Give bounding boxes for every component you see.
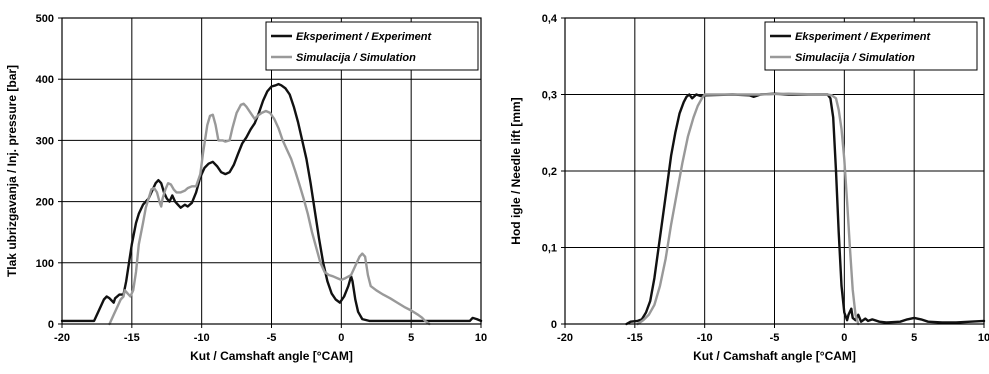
needle-lift-chart: -20 -15 -10 -5 0 5 10 0 0,1 0,2 0,3 0,4 Kut / Camsha… (509, 13, 989, 363)
y-tick-label: 400 (36, 74, 54, 86)
y-axis-title: Tlak ubrizgavanja / Inj. pressure [bar] (5, 65, 19, 277)
simulation-series-line (108, 102, 431, 326)
y-tick-label: 200 (36, 197, 54, 209)
y-tick-label: 300 (36, 135, 54, 147)
y-tick-label: 0,4 (542, 13, 558, 25)
y-tick-label: 100 (36, 258, 54, 270)
x-tick-label: -15 (627, 332, 643, 344)
y-tick-label: 0,1 (542, 243, 557, 255)
x-tick-label: -5 (770, 332, 780, 344)
plot-frame (564, 17, 985, 325)
x-tick-label: 10 (978, 332, 989, 344)
legend-box (764, 21, 978, 71)
y-axis-title: Hod igle / Needle lift [mm] (509, 97, 523, 244)
simulation-series-line (636, 92, 860, 326)
x-tick-label: 10 (475, 332, 487, 344)
legend-label-simulation: Simulacija / Simulation (296, 52, 416, 64)
x-tick-label: 0 (841, 332, 847, 344)
y-tick-label: 0 (48, 319, 54, 331)
legend-label-experiment: Eksperiment / Experiment (795, 31, 931, 43)
x-tick-label: -20 (557, 332, 573, 344)
x-tick-label: -10 (194, 332, 210, 344)
x-tick-label: -20 (54, 332, 70, 344)
x-tick-label: 5 (408, 332, 414, 344)
experiment-series-line (625, 92, 986, 326)
experiment-series-line (60, 82, 483, 323)
plot-frame (61, 17, 482, 325)
y-tick-label: 0,2 (542, 166, 557, 178)
y-tick-label: 500 (36, 13, 54, 25)
x-tick-label: 0 (338, 332, 344, 344)
x-axis-title: Kut / Camshaft angle [°CAM] (190, 349, 353, 363)
y-tick-label: 0,3 (542, 90, 557, 102)
legend-label-experiment: Eksperiment / Experiment (296, 31, 432, 43)
x-tick-label: 5 (911, 332, 917, 344)
x-axis-title: Kut / Camshaft angle [°CAM] (693, 349, 856, 363)
x-tick-label: -5 (267, 332, 277, 344)
x-tick-label: -10 (697, 332, 713, 344)
legend-label-simulation: Simulacija / Simulation (795, 52, 915, 64)
legend-box (265, 21, 479, 71)
y-tick-label: 0 (551, 319, 557, 331)
x-tick-label: -15 (124, 332, 140, 344)
